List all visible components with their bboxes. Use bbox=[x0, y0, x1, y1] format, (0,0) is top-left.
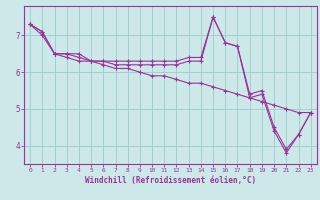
X-axis label: Windchill (Refroidissement éolien,°C): Windchill (Refroidissement éolien,°C) bbox=[85, 176, 256, 185]
